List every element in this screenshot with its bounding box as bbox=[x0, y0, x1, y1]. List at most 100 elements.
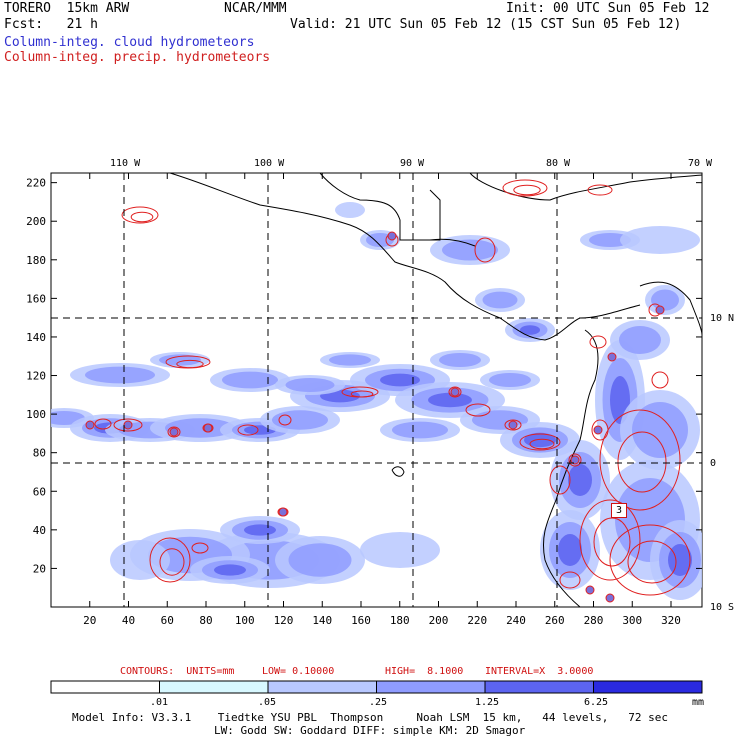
precip-contour bbox=[593, 517, 631, 567]
precip-contour bbox=[627, 540, 677, 584]
x-tick-label: 100 bbox=[235, 614, 255, 627]
precip-contour bbox=[609, 524, 691, 596]
coastline bbox=[169, 173, 641, 341]
cloud-fill-blob bbox=[524, 432, 556, 448]
precip-contour bbox=[350, 390, 374, 398]
contours-low: LOW= 0.10000 bbox=[262, 666, 335, 677]
y-tick-label: 160 bbox=[26, 292, 46, 305]
colorbar-swatch bbox=[376, 680, 486, 694]
x-axis-ticks: 20 40 60 80 100 120 140 160 180 200 220 240 260 280 30… bbox=[83, 173, 681, 627]
contours-interval: INTERVAL=X 3.0000 bbox=[485, 666, 594, 677]
cloud-fill-blob bbox=[272, 410, 328, 430]
cloud-fill-blob bbox=[651, 289, 679, 311]
precip-contour bbox=[529, 438, 555, 450]
physics-info: LW: Godd SW: Goddard DIFF: simple KM: 2D… bbox=[214, 724, 526, 737]
x-tick-label: 140 bbox=[312, 614, 332, 627]
coastline bbox=[542, 329, 599, 607]
cloud-fill-blob bbox=[222, 371, 278, 389]
precip-contour bbox=[94, 418, 112, 430]
lon-label: 80 W bbox=[546, 158, 571, 169]
precip-contour bbox=[519, 433, 561, 451]
contours-units: CONTOURS: UNITS=mm bbox=[120, 666, 235, 677]
coastline bbox=[319, 173, 441, 241]
precip-contour bbox=[448, 386, 462, 398]
precip-contour bbox=[599, 409, 681, 511]
x-tick-label: 220 bbox=[467, 614, 487, 627]
coastline bbox=[429, 238, 476, 247]
cloud-fill-blob bbox=[244, 524, 276, 536]
lat-label: 10 S bbox=[710, 602, 735, 613]
precip-contour bbox=[513, 184, 541, 196]
cloud-fill-layer bbox=[51, 202, 702, 600]
cloud-fill-blob bbox=[520, 325, 540, 335]
precip-contour bbox=[502, 179, 548, 197]
precip-core bbox=[169, 427, 179, 437]
x-tick-label: 200 bbox=[429, 614, 449, 627]
cloud-fill-blob bbox=[442, 239, 498, 261]
precip-contour bbox=[191, 542, 209, 554]
precip-contour bbox=[549, 465, 571, 495]
cloud-fill-blob bbox=[165, 418, 235, 438]
colorbar bbox=[50, 680, 703, 694]
colorbar-label: 6.25 bbox=[584, 697, 609, 708]
cloud-fill-blob bbox=[668, 544, 692, 576]
cloud-fill-blob bbox=[558, 534, 582, 566]
cloud-fill-blob bbox=[110, 540, 170, 580]
x-tick-label: 300 bbox=[622, 614, 642, 627]
precip-contour bbox=[167, 426, 181, 438]
y-tick-label: 220 bbox=[26, 177, 46, 190]
lat-label: 10 N bbox=[710, 313, 735, 324]
cloud-fill-blob bbox=[285, 378, 335, 392]
precip-contour bbox=[587, 184, 613, 196]
precip-contour bbox=[591, 419, 609, 441]
precip-core bbox=[387, 231, 397, 241]
model-info: Model Info: V3.3.1 Tiedtke YSU PBL Thomp… bbox=[72, 711, 669, 724]
cloud-fill-blob bbox=[335, 202, 365, 218]
x-tick-label: 240 bbox=[506, 614, 526, 627]
precip-core bbox=[123, 420, 133, 430]
precip-contour bbox=[559, 571, 581, 589]
y-tick-label: 40 bbox=[33, 524, 46, 537]
colorbar-swatch bbox=[593, 680, 703, 694]
precip-contour bbox=[579, 499, 641, 581]
precip-core bbox=[450, 387, 460, 397]
cloud-fill-blob bbox=[392, 421, 448, 439]
cloud-fill-blob bbox=[360, 532, 440, 568]
colorbar-label: .05 bbox=[258, 697, 277, 708]
lon-label: 90 W bbox=[400, 158, 425, 169]
precip-contour-layer bbox=[85, 179, 691, 603]
y-tick-label: 60 bbox=[33, 485, 46, 498]
cloud-fill-blob bbox=[589, 233, 631, 247]
cloud-fill-blob bbox=[329, 354, 371, 366]
y-tick-label: 140 bbox=[26, 331, 46, 344]
cloud-fill-blob bbox=[632, 402, 688, 458]
x-tick-label: 280 bbox=[584, 614, 604, 627]
x-tick-label: 120 bbox=[274, 614, 294, 627]
precip-contour bbox=[504, 419, 522, 431]
y-tick-label: 120 bbox=[26, 370, 46, 383]
precip-contour bbox=[589, 335, 607, 349]
cloud-fill-blob bbox=[482, 291, 518, 309]
coastline-layer bbox=[169, 173, 702, 607]
precip-contour bbox=[121, 206, 159, 224]
colorbar-label: 1.25 bbox=[475, 697, 500, 708]
precip-contour bbox=[568, 453, 582, 467]
colorbar-swatch bbox=[267, 680, 377, 694]
precip-core bbox=[278, 507, 288, 517]
precip-contour bbox=[237, 424, 259, 436]
lon-label: 110 W bbox=[110, 158, 141, 169]
precip-core bbox=[203, 423, 213, 433]
precip-contour bbox=[113, 418, 143, 432]
cloud-fill-blob bbox=[620, 226, 700, 254]
x-tick-label: 180 bbox=[390, 614, 410, 627]
x-tick-label: 320 bbox=[661, 614, 681, 627]
y-tick-label: 20 bbox=[33, 562, 46, 575]
lat-lon-grid bbox=[51, 173, 702, 607]
precip-contour bbox=[651, 371, 669, 389]
precip-contour bbox=[149, 537, 191, 583]
cloud-fill-blob bbox=[619, 326, 661, 354]
precip-core bbox=[607, 352, 617, 362]
y-tick-label: 200 bbox=[26, 215, 46, 228]
y-tick-label: 100 bbox=[26, 408, 46, 421]
colorbar-swatch bbox=[159, 680, 269, 694]
